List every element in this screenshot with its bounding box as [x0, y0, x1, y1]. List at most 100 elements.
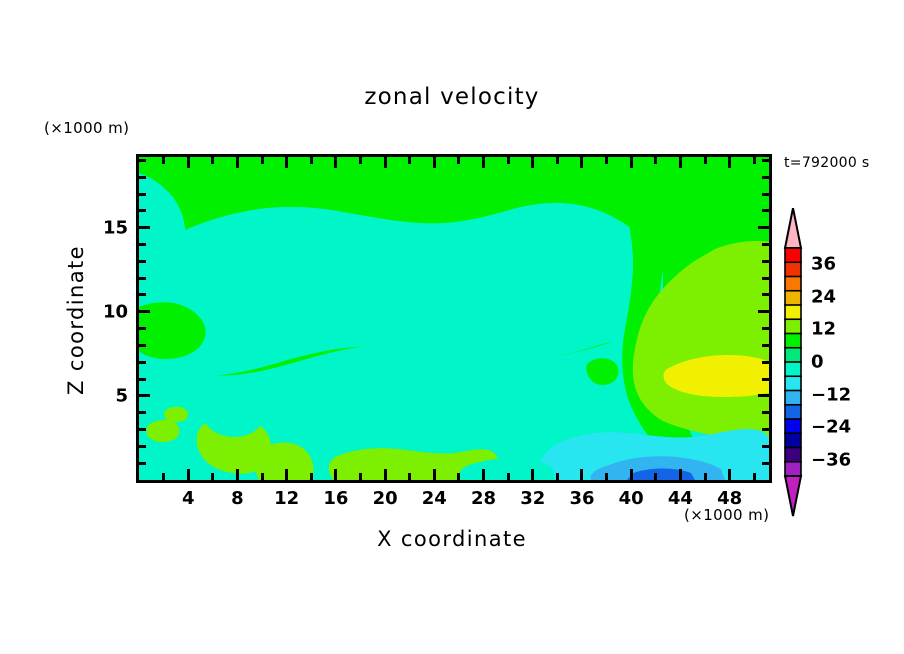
- contour-plot-area: [136, 154, 772, 483]
- y-tick-minor-right: [762, 411, 769, 415]
- colorbar-tick-label: 36: [811, 253, 837, 275]
- colorbar-band: [784, 432, 802, 449]
- x-tick-minor: [752, 473, 756, 480]
- y-tick-minor: [139, 175, 146, 179]
- x-tick-minor: [408, 473, 412, 480]
- x-tick-label: 12: [274, 488, 300, 509]
- y-tick-minor-right: [762, 343, 769, 347]
- colorbar-band: [784, 304, 802, 321]
- x-tick-major-top: [383, 157, 387, 168]
- colorbar-svg: [783, 208, 803, 517]
- y-tick-minor-right: [762, 327, 769, 331]
- y-tick-minor-right: [762, 158, 769, 162]
- x-tick-label: 16: [323, 488, 349, 509]
- y-tick-minor: [139, 343, 146, 347]
- y-tick-minor-right: [762, 192, 769, 196]
- y-tick-minor: [139, 293, 146, 297]
- colorbar-band: [784, 332, 802, 349]
- x-tick-minor: [162, 157, 166, 164]
- x-tick-major: [432, 469, 436, 480]
- colorbar-tick-label: 0: [811, 351, 824, 373]
- colorbar-band: [784, 418, 802, 435]
- x-tick-minor: [211, 157, 215, 164]
- x-tick-major-top: [678, 157, 682, 168]
- y-tick-minor: [139, 411, 146, 415]
- y-tick-minor: [139, 158, 146, 162]
- x-tick-minor: [703, 473, 707, 480]
- y-tick-minor: [139, 259, 146, 263]
- y-tick-label: 15: [102, 217, 128, 239]
- y-tick-minor-right: [762, 360, 769, 364]
- x-tick-minor: [654, 157, 658, 164]
- y-tick-minor-right: [762, 175, 769, 179]
- colorbar-overflow-low: [783, 475, 803, 517]
- x-tick-major: [285, 469, 289, 480]
- colorbar-tick-label: 24: [811, 286, 837, 308]
- x-tick-label: 24: [421, 488, 447, 509]
- x-tick-label: 40: [618, 488, 644, 509]
- x-tick-minor: [506, 157, 510, 164]
- colorbar-band: [784, 446, 802, 463]
- x-tick-minor: [752, 157, 756, 164]
- x-tick-label: 28: [471, 488, 497, 509]
- x-tick-minor: [309, 157, 313, 164]
- x-tick-minor: [703, 157, 707, 164]
- x-tick-major-top: [186, 157, 190, 168]
- x-tick-major: [580, 469, 584, 480]
- colorbar: 36 24 12 0 −12 −24 −36: [781, 208, 851, 518]
- x-tick-minor: [260, 157, 264, 164]
- x-axis-title: X coordinate: [377, 527, 527, 551]
- colorbar-band: [784, 460, 802, 478]
- colorbar-band: [784, 275, 802, 292]
- x-tick-label: 4: [181, 488, 195, 509]
- x-tick-major: [629, 469, 633, 480]
- colorbar-band: [784, 389, 802, 406]
- x-tick-major-top: [334, 157, 338, 168]
- y-tick-minor: [139, 461, 146, 465]
- y-tick-minor: [139, 428, 146, 432]
- y-tick-minor: [139, 377, 146, 381]
- x-tick-label: 32: [520, 488, 546, 509]
- y-tick-major: [139, 394, 150, 398]
- y-tick-minor: [139, 360, 146, 364]
- x-tick-label: 48: [717, 488, 743, 509]
- x-tick-major-top: [285, 157, 289, 168]
- x-tick-minor: [162, 473, 166, 480]
- x-tick-major: [235, 469, 239, 480]
- colorbar-tick-label: 12: [811, 318, 837, 340]
- x-tick-major: [482, 469, 486, 480]
- x-tick-major-top: [432, 157, 436, 168]
- x-tick-label: 20: [372, 488, 398, 509]
- x-tick-major: [531, 469, 535, 480]
- y-tick-minor-right: [762, 293, 769, 297]
- y-tick-label: 5: [115, 385, 128, 407]
- colorbar-band: [784, 318, 802, 335]
- y-tick-major-right: [758, 226, 769, 230]
- contour-field: [139, 157, 769, 480]
- y-tick-minor: [139, 276, 146, 280]
- y-tick-minor: [139, 209, 146, 213]
- x-tick-minor: [457, 157, 461, 164]
- x-tick-minor: [555, 157, 559, 164]
- x-axis-unit-label: (×1000 m): [684, 506, 770, 524]
- x-tick-minor: [506, 473, 510, 480]
- x-tick-major: [186, 469, 190, 480]
- y-tick-minor-right: [762, 259, 769, 263]
- y-tick-minor: [139, 327, 146, 331]
- y-axis-title: Z coordinate: [64, 245, 88, 395]
- x-tick-label: 36: [569, 488, 595, 509]
- y-tick-major-right: [758, 310, 769, 314]
- x-tick-major-top: [531, 157, 535, 168]
- colorbar-band: [784, 361, 802, 378]
- x-tick-minor: [555, 473, 559, 480]
- x-tick-major: [728, 469, 732, 480]
- colorbar-tick-label: −36: [811, 449, 852, 471]
- colorbar-band: [784, 403, 802, 421]
- colorbar-band: [784, 289, 802, 307]
- y-tick-minor-right: [762, 276, 769, 280]
- x-tick-minor: [605, 473, 609, 480]
- x-tick-minor: [358, 157, 362, 164]
- x-tick-major: [678, 469, 682, 480]
- y-tick-minor-right: [762, 444, 769, 448]
- colorbar-tick-label: −24: [811, 416, 852, 438]
